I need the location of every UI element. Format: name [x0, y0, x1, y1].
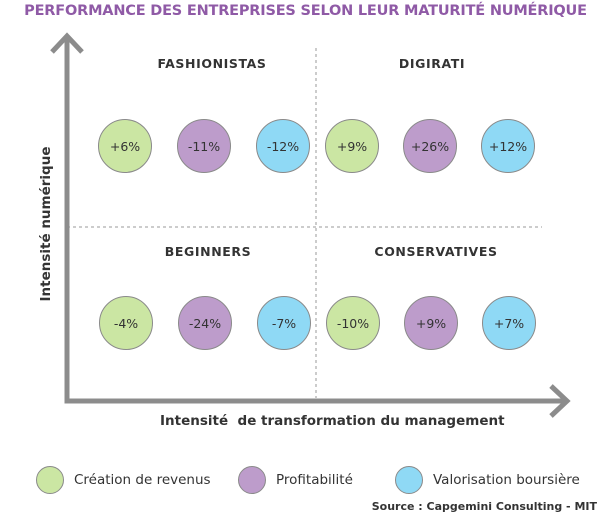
source-note: Source : Capgemini Consulting - MIT: [371, 500, 597, 513]
legend-swatch-revenue: [36, 466, 64, 494]
fashionistas-revenue-bubble: +6%: [98, 119, 152, 173]
fashionistas-profitability-bubble: -11%: [177, 119, 231, 173]
conservatives-revenue-bubble: -10%: [326, 296, 380, 350]
legend-item-profitability: Profitabilité: [238, 466, 353, 494]
x-axis-arrow: [549, 384, 571, 418]
axis-lines: [64, 38, 564, 404]
legend-label-valuation: Valorisation boursière: [433, 472, 580, 488]
legend-label-profitability: Profitabilité: [276, 472, 353, 488]
digirati-valuation-bubble: +12%: [481, 119, 535, 173]
conservatives-valuation-bubble: +7%: [482, 296, 536, 350]
quadrant-label-fashionistas: FASHIONISTAS: [157, 56, 267, 71]
legend-swatch-valuation: [395, 466, 423, 494]
quadrant-label-digirati: DIGIRATI: [398, 56, 466, 71]
legend-item-revenue: Création de revenus: [36, 466, 211, 494]
digirati-profitability-bubble: +26%: [403, 119, 457, 173]
y-axis-arrow: [50, 32, 84, 54]
legend-swatch-profitability: [238, 466, 266, 494]
beginners-valuation-bubble: -7%: [257, 296, 311, 350]
digirati-revenue-bubble: +9%: [325, 119, 379, 173]
legend-label-revenue: Création de revenus: [74, 472, 211, 488]
x-axis-label: Intensité de transformation du managemen…: [160, 413, 505, 429]
beginners-revenue-bubble: -4%: [99, 296, 153, 350]
beginners-profitability-bubble: -24%: [178, 296, 232, 350]
quadrant-label-beginners: BEGINNERS: [164, 244, 252, 259]
diagram-title: PERFORMANCE DES ENTREPRISES SELON LEUR M…: [24, 3, 587, 19]
quadrant-label-conservatives: CONSERVATIVES: [374, 244, 498, 259]
legend-item-valuation: Valorisation boursière: [395, 466, 580, 494]
fashionistas-valuation-bubble: -12%: [256, 119, 310, 173]
y-axis-label: Intensité numérique: [38, 146, 54, 302]
conservatives-profitability-bubble: +9%: [404, 296, 458, 350]
